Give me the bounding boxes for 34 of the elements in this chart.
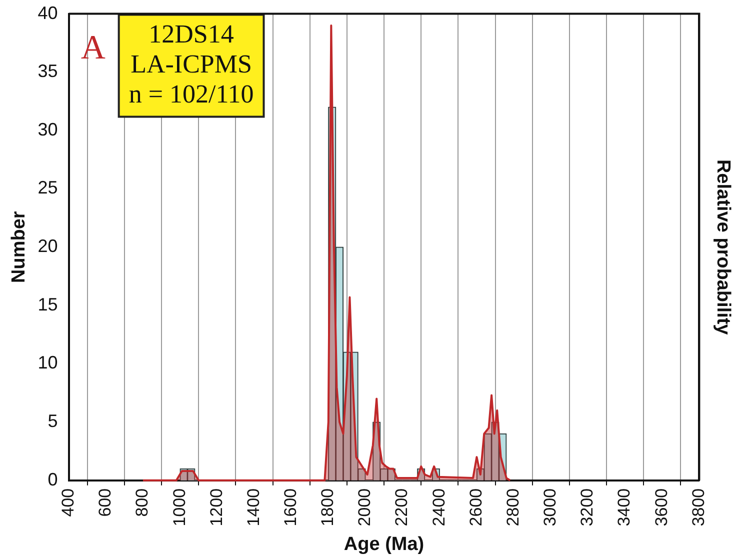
x-tick-label: 1800 xyxy=(318,488,338,526)
x-tick-label: 400 xyxy=(58,488,78,517)
y-tick-label: 30 xyxy=(38,119,58,140)
x-tick-label: 800 xyxy=(132,488,152,517)
y-tick-label: 5 xyxy=(48,411,58,432)
x-tick-label: 1200 xyxy=(206,488,226,526)
x-tick-label: 2400 xyxy=(429,488,448,526)
y-tick-label: 20 xyxy=(38,236,58,256)
x-tick-label: 2600 xyxy=(466,488,486,526)
y2-axis-title: Relative probability xyxy=(712,159,734,336)
annotation: LA-ICPMS xyxy=(130,50,252,79)
annotation: 12DS14 xyxy=(148,20,234,49)
y-tick-label: 15 xyxy=(38,294,58,314)
y-tick-label: 35 xyxy=(38,61,58,82)
x-tick-label: 3000 xyxy=(540,488,560,526)
x-tick-label: 1400 xyxy=(244,488,263,526)
x-tick-label: 1600 xyxy=(280,488,300,526)
y-tick-label: 0 xyxy=(48,469,58,490)
x-tick-label: 3200 xyxy=(578,488,597,526)
x-tick-label: 1000 xyxy=(170,488,189,526)
annotation: n = 102/110 xyxy=(128,80,254,109)
x-tick-label: 2200 xyxy=(392,488,412,526)
y-tick-label: 40 xyxy=(38,2,58,23)
annotation: A xyxy=(80,30,106,67)
y-tick-label: 25 xyxy=(38,178,58,198)
x-axis-title: Age (Ma) xyxy=(344,534,424,555)
x-tick-label: 2000 xyxy=(355,488,374,526)
x-tick-label: 600 xyxy=(96,488,115,517)
x-tick-label: 2800 xyxy=(503,488,522,526)
x-tick-label: 3800 xyxy=(688,488,708,526)
x-tick-label: 3400 xyxy=(614,488,634,526)
y-axis-title: Number xyxy=(8,210,30,283)
x-tick-label: 3600 xyxy=(652,488,671,526)
y-tick-label: 10 xyxy=(38,352,58,373)
